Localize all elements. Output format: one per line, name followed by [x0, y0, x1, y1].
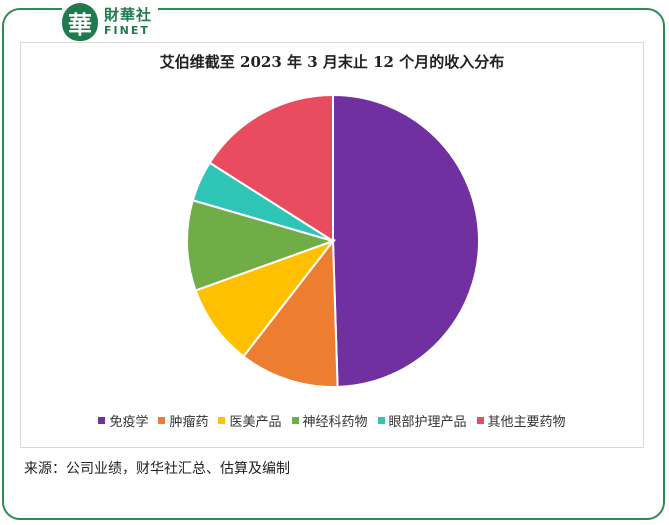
legend-swatch	[158, 417, 166, 424]
legend-item: 其他主要药物	[476, 411, 566, 430]
legend-item: 免疫学	[98, 411, 148, 430]
finet-logo-icon: 華	[62, 3, 98, 41]
legend-item: 眼部护理产品	[377, 411, 467, 430]
brand-text: 財華社 FINET	[104, 6, 153, 37]
brand-logo: 華 財華社 FINET	[62, 0, 159, 44]
pie-slice	[194, 238, 336, 358]
legend-swatch	[476, 417, 484, 424]
legend-item: 医美产品	[218, 411, 282, 430]
legend-swatch	[377, 417, 385, 424]
brand-name-cn: 財華社	[104, 6, 153, 24]
chart-area: 艾伯维截至 2023 年 3 月末止 12 个月的收入分布 免疫学 肿瘤药 医美产品…	[20, 42, 644, 448]
legend-swatch	[291, 417, 299, 424]
pie-slice	[208, 93, 334, 243]
legend-swatch	[218, 417, 226, 424]
pie-slice	[242, 238, 339, 388]
legend-item: 神经科药物	[291, 411, 368, 430]
pie-chart	[186, 93, 480, 388]
source-note: 来源：公司业绩，财华社汇总、估算及编制	[24, 461, 290, 477]
legend-label: 眼部护理产品	[388, 415, 467, 430]
brand-name-en: FINET	[104, 24, 150, 37]
legend-swatch	[98, 417, 106, 424]
legend-item: 肿瘤药	[158, 411, 208, 430]
legend-label: 神经科药物	[302, 415, 368, 430]
chart-title: 艾伯维截至 2023 年 3 月末止 12 个月的收入分布	[159, 53, 505, 71]
legend-label: 肿瘤药	[169, 415, 209, 430]
legend-label: 其他主要药物	[487, 415, 566, 430]
chart-legend: 免疫学 肿瘤药 医美产品 神经科药物 眼部护理产品 其他主要药物	[21, 411, 643, 430]
legend-label: 医美产品	[229, 415, 282, 430]
pie-slice	[186, 199, 337, 292]
pie-slice	[332, 93, 480, 388]
legend-label: 免疫学	[109, 415, 149, 430]
